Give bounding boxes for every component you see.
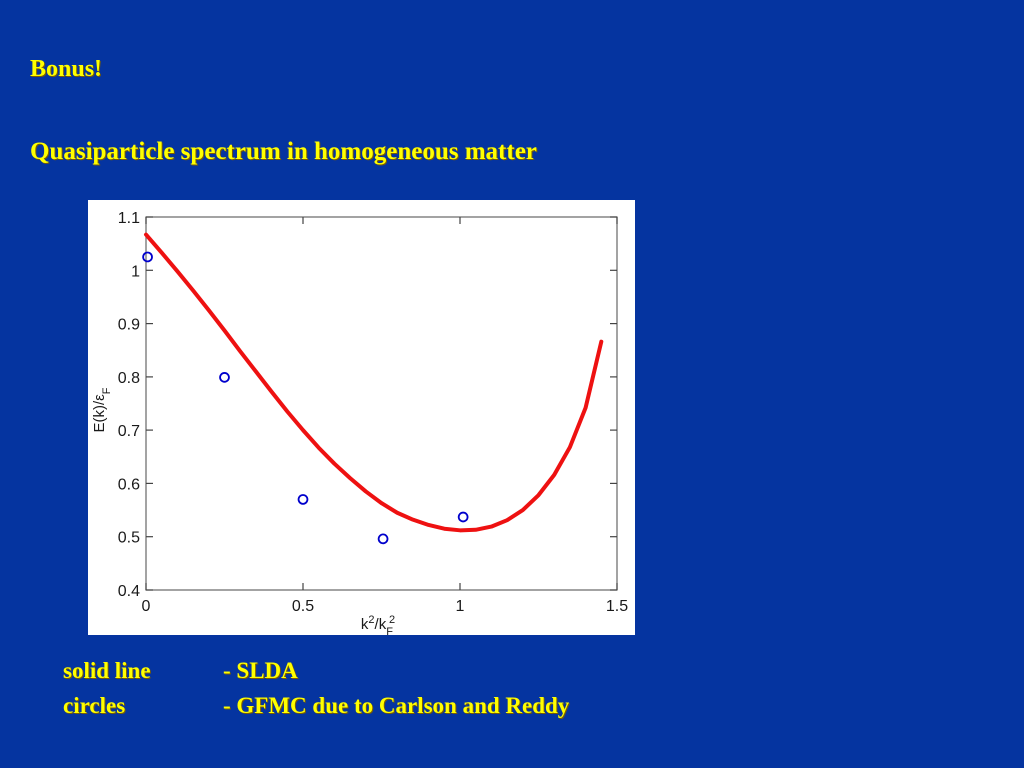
y-axis-tick-labels: 1.1 1 0.9 0.8 0.7 0.6 0.5 0.4 xyxy=(118,210,140,600)
legend-row-circles: circles - GFMC due to Carlson and Reddy xyxy=(63,693,569,719)
y-axis-title-main: E(k)/ε xyxy=(91,394,108,433)
slda-curve xyxy=(144,232,604,533)
y-tick-label: 0.9 xyxy=(118,317,140,334)
gfmc-data-point xyxy=(377,533,389,545)
legend-row-solid-line: solid line - SLDA xyxy=(63,658,298,684)
gfmc-data-point xyxy=(297,494,309,505)
y-tick-label: 1 xyxy=(131,263,140,280)
x-axis-title-sub: F xyxy=(386,626,393,635)
y-tick-label: 0.6 xyxy=(118,476,140,493)
y-axis-title-sub: F xyxy=(101,387,113,394)
x-axis-title-sup: 2 xyxy=(368,614,374,626)
x-tick-label: 0.5 xyxy=(292,598,314,615)
y-tick-label: 0.8 xyxy=(118,370,140,387)
y-axis-ticks xyxy=(146,216,617,591)
quasiparticle-spectrum-chart: 1.1 1 0.9 0.8 0.7 0.6 0.5 0.4 0 0.5 1 1.… xyxy=(88,200,635,635)
x-tick-label: 0 xyxy=(142,598,151,615)
x-axis-tick-labels: 0 0.5 1 1.5 xyxy=(142,598,629,615)
x-axis-title-slash: /k xyxy=(375,616,387,633)
axes-frame xyxy=(145,216,618,591)
legend-desc-gfmc: - GFMC due to Carlson and Reddy xyxy=(223,693,570,718)
legend-key-solid-line: solid line xyxy=(63,658,151,683)
slda-line xyxy=(144,232,604,533)
x-axis-title-sup2: 2 xyxy=(389,614,395,626)
gfmc-data-point xyxy=(219,372,230,383)
legend-desc-slda: - SLDA xyxy=(223,658,298,683)
slide-subtitle: Quasiparticle spectrum in homogeneous ma… xyxy=(30,138,537,165)
chart-panel: 1.1 1 0.9 0.8 0.7 0.6 0.5 0.4 0 0.5 1 1.… xyxy=(88,200,635,635)
page-title: Bonus! xyxy=(30,56,103,82)
x-axis-ticks xyxy=(145,217,618,590)
y-tick-label: 1.1 xyxy=(118,210,140,227)
y-tick-label: 0.4 xyxy=(118,583,140,600)
svg-text:E(k)/εF: E(k)/εF xyxy=(91,387,113,432)
legend-key-circles: circles xyxy=(63,693,126,718)
x-tick-label: 1 xyxy=(456,598,465,615)
svg-text:k2/kF2: k2/kF2 xyxy=(361,614,395,635)
gfmc-data-point xyxy=(457,511,469,523)
x-axis-title-k: k xyxy=(361,616,369,633)
y-tick-label: 0.5 xyxy=(118,530,140,547)
gfmc-data-point xyxy=(142,251,153,263)
x-tick-label: 1.5 xyxy=(606,598,628,615)
x-axis-title: k2/kF2 xyxy=(361,614,395,635)
y-tick-label: 0.7 xyxy=(118,423,140,440)
y-axis-title: E(k)/εF xyxy=(91,387,113,432)
gfmc-data-points xyxy=(142,251,469,545)
